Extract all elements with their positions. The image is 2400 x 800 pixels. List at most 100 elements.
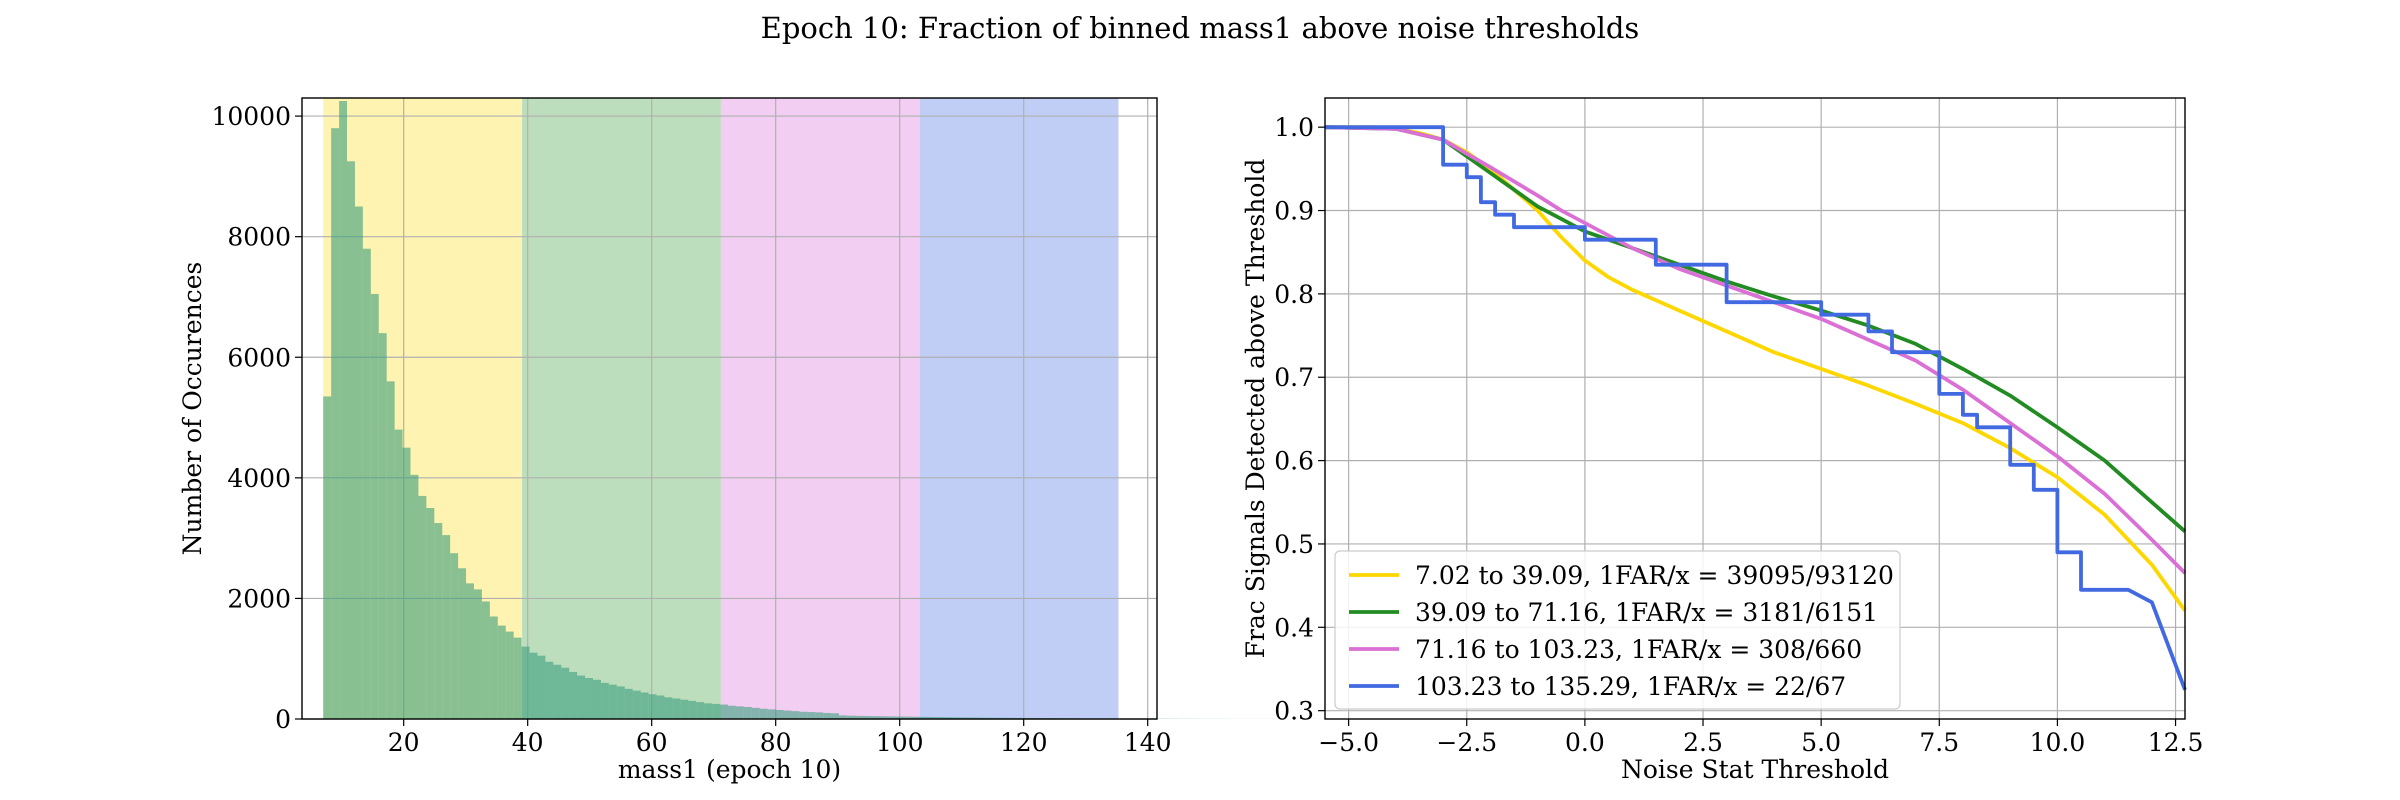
threshold-x-tick-label: −2.5 [1436, 728, 1497, 757]
hist-x-tick-label: 60 [636, 728, 668, 757]
threshold-y-tick-label: 1.0 [1274, 113, 1314, 142]
hist-bar [831, 713, 840, 719]
mass-band-2 [522, 98, 721, 719]
histogram-frame [301, 97, 1158, 720]
hist-bar [672, 698, 681, 719]
hist-bar [712, 703, 721, 719]
hist-x-tick-label: 120 [1000, 728, 1048, 757]
hist-bar [767, 709, 776, 719]
hist-bar [600, 682, 609, 719]
threshold-y-tick-label: 0.4 [1274, 613, 1314, 642]
hist-bar [958, 717, 967, 719]
threshold-x-tick-label: 10.0 [2030, 728, 2086, 757]
series-line-2 [1324, 125, 2187, 533]
hist-bar [783, 710, 792, 719]
hist-y-tick-label: 6000 [227, 343, 291, 372]
threshold-grid [1325, 98, 2185, 719]
hist-bar [489, 616, 498, 719]
hist-bar [807, 712, 816, 719]
mass-band-3 [720, 98, 920, 719]
hist-bar [608, 684, 617, 719]
hist-bar [735, 706, 744, 719]
hist-bar [910, 716, 919, 719]
hist-bar [823, 712, 832, 719]
hist-bar [862, 715, 871, 719]
hist-bar [704, 703, 713, 719]
hist-bar [870, 716, 879, 719]
threshold-panel: −5.0 −2.5 0.0 2.5 5.0 7.5 10.0 12.5 0.3 0.4 0.5 0.6… [1241, 97, 2204, 784]
histogram-bars [323, 101, 1371, 719]
threshold-y-tick-label: 0.8 [1274, 280, 1314, 309]
hist-bar [878, 716, 887, 719]
hist-x-tick-label: 100 [876, 728, 924, 757]
threshold-y-tick-label: 0.5 [1274, 530, 1314, 559]
hist-bar [640, 692, 649, 719]
hist-bar [481, 601, 490, 719]
hist-bar [362, 248, 371, 719]
hist-bar [394, 429, 403, 719]
hist-bar [569, 671, 578, 719]
hist-bar [839, 715, 847, 719]
threshold-frame [1324, 97, 2186, 720]
hist-x-tick-label: 140 [1124, 728, 1172, 757]
legend-box [1334, 550, 1901, 710]
series-line-4 [1325, 125, 2187, 691]
hist-bar [537, 655, 546, 719]
hist-bar [370, 293, 379, 719]
hist-bar [759, 708, 768, 719]
hist-y-tick-label: 8000 [227, 223, 291, 252]
hist-bar [973, 717, 982, 719]
hist-bar [791, 711, 800, 719]
legend-entry: 103.23 to 135.29, 1FAR/x = 22/67 [1415, 672, 1846, 701]
hist-bar [497, 625, 506, 719]
hist-bar [727, 705, 736, 719]
hist-y-tick-label: 2000 [227, 584, 291, 613]
hist-bar [521, 646, 530, 719]
hist-bar [378, 333, 387, 719]
hist-bar [402, 447, 411, 719]
hist-bar [577, 675, 586, 719]
threshold-x-tick-label: −5.0 [1318, 728, 1379, 757]
hist-bar [593, 679, 601, 719]
hist-bar [918, 716, 927, 719]
hist-bar [799, 711, 808, 719]
hist-bar [410, 474, 419, 719]
hist-bar [632, 690, 641, 719]
hist-bar [545, 661, 554, 719]
histogram-panel: 20 40 60 80 100 120 1400200040006000800010000 … [178, 97, 1371, 784]
threshold-lines [1324, 125, 2187, 691]
hist-bar [624, 688, 633, 719]
hist-bar [846, 715, 855, 719]
hist-bar [323, 396, 332, 719]
hist-y-tick-label: 0 [275, 705, 291, 734]
threshold-x-tick-label: 2.5 [1683, 728, 1723, 757]
hist-bar [331, 128, 340, 719]
hist-x-tick-label: 40 [512, 728, 544, 757]
threshold-y-tick-label: 0.7 [1274, 363, 1314, 392]
histogram-y-axis-label: Number of Occurences [178, 262, 207, 556]
hist-bar [688, 700, 697, 719]
hist-bar [886, 716, 895, 719]
threshold-y-tick-label: 0.6 [1274, 447, 1314, 476]
hist-bar [442, 535, 451, 719]
threshold-y-axis-label: Frac Signals Detected above Threshold [1241, 159, 1270, 659]
hist-bar [696, 702, 705, 719]
hist-bar [553, 664, 562, 719]
hist-bar [386, 381, 395, 719]
threshold-x-tick-label: 12.5 [2148, 728, 2204, 757]
hist-bar [505, 631, 514, 719]
hist-bar [854, 715, 863, 719]
hist-bar [656, 695, 665, 719]
hist-bar [950, 717, 959, 719]
hist-bar [942, 717, 951, 719]
hist-bar [902, 716, 911, 719]
hist-y-tick-label: 10000 [211, 102, 291, 131]
hist-bar [815, 712, 824, 719]
hist-bar [751, 707, 760, 719]
histogram-x-axis-label: mass1 (epoch 10) [618, 755, 841, 784]
hist-bar [418, 495, 427, 719]
mass-bin-bands [323, 98, 1119, 719]
hist-bar [775, 709, 784, 719]
threshold-y-tick-label: 0.3 [1274, 697, 1314, 726]
threshold-x-tick-label: 0.0 [1565, 728, 1605, 757]
